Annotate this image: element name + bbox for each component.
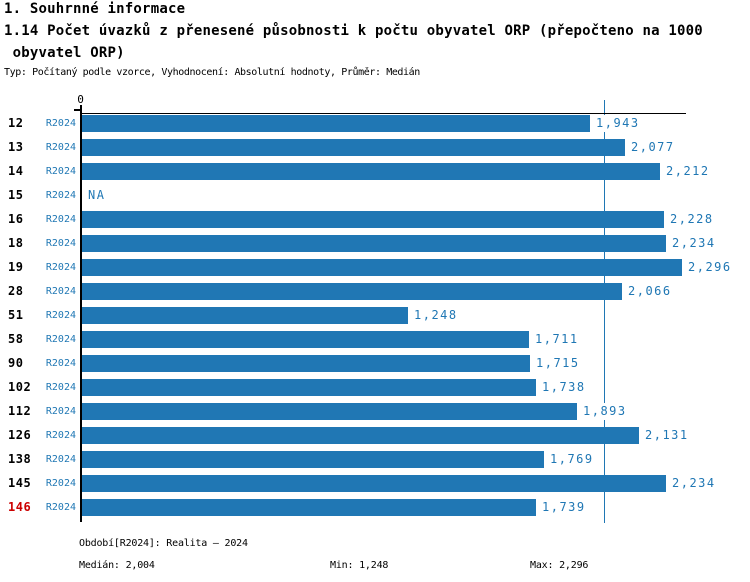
category-label: 12 <box>8 116 24 130</box>
table-row: 126 R2024 2,131 <box>0 427 750 444</box>
value-label: NA <box>86 187 108 204</box>
category-label: 102 <box>8 380 32 394</box>
value-label: 1,943 <box>594 115 642 132</box>
value-label: 2,066 <box>626 283 674 300</box>
bar <box>82 163 660 180</box>
bar <box>82 283 622 300</box>
chart-rows: 12 R2024 1,943 13 R2024 2,077 14 R2024 2,212 15 R2… <box>0 115 750 525</box>
bar <box>82 355 530 372</box>
x-axis-line <box>80 113 686 114</box>
median-line <box>604 100 605 523</box>
series-label: R2024 <box>45 382 76 393</box>
bar <box>82 211 664 228</box>
series-label: R2024 <box>45 142 76 153</box>
bar <box>82 139 625 156</box>
footer-period: Období[R2024]: Realita – 2024 <box>79 538 248 549</box>
value-label: 2,212 <box>664 163 712 180</box>
chart-subtitle-line1: 1.14 Počet úvazků z přenesené působnosti… <box>4 23 703 39</box>
table-row: 90 R2024 1,715 <box>0 355 750 372</box>
series-label: R2024 <box>45 358 76 369</box>
footer-median: Medián: 2,004 <box>79 560 155 571</box>
series-label: R2024 <box>45 310 76 321</box>
table-row: 102 R2024 1,738 <box>0 379 750 396</box>
series-label: R2024 <box>45 286 76 297</box>
table-row: 15 R2024 NA <box>0 187 750 204</box>
category-label: 138 <box>8 452 32 466</box>
table-row: 16 R2024 2,228 <box>0 211 750 228</box>
bar <box>82 427 639 444</box>
category-label: 18 <box>8 236 24 250</box>
value-label: 2,228 <box>668 211 716 228</box>
y-axis-line <box>80 105 82 522</box>
category-label: 145 <box>8 476 32 490</box>
value-label: 1,711 <box>533 331 581 348</box>
bar <box>82 451 544 468</box>
series-label: R2024 <box>45 262 76 273</box>
series-label: R2024 <box>45 118 76 129</box>
series-label: R2024 <box>45 238 76 249</box>
footer-min: Min: 1,248 <box>330 560 389 571</box>
table-row: 13 R2024 2,077 <box>0 139 750 156</box>
category-label: 19 <box>8 260 24 274</box>
table-row: 112 R2024 1,893 <box>0 403 750 420</box>
x-axis-zero-tick <box>74 109 80 111</box>
value-label: 1,248 <box>412 307 460 324</box>
chart-meta: Typ: Počítaný podle vzorce, Vyhodnocení:… <box>4 67 420 78</box>
bar <box>82 259 682 276</box>
value-label: 1,715 <box>534 355 582 372</box>
value-label: 1,738 <box>540 379 588 396</box>
series-label: R2024 <box>45 190 76 201</box>
value-label: 2,077 <box>629 139 677 156</box>
table-row: 146 R2024 1,739 <box>0 499 750 516</box>
category-label: 90 <box>8 356 24 370</box>
bar <box>82 307 408 324</box>
bar <box>82 475 666 492</box>
table-row: 138 R2024 1,769 <box>0 451 750 468</box>
x-axis-zero-tick-label: 0 <box>77 93 84 106</box>
category-label: 112 <box>8 404 32 418</box>
category-label: 58 <box>8 332 24 346</box>
series-label: R2024 <box>45 454 76 465</box>
category-label: 16 <box>8 212 24 226</box>
series-label: R2024 <box>45 478 76 489</box>
bar <box>82 379 536 396</box>
value-label: 2,131 <box>643 427 691 444</box>
series-label: R2024 <box>45 334 76 345</box>
series-label: R2024 <box>45 430 76 441</box>
category-label: 13 <box>8 140 24 154</box>
series-label: R2024 <box>45 502 76 513</box>
bar <box>82 331 529 348</box>
chart-subtitle-line2: obyvatel ORP) <box>4 45 125 61</box>
series-label: R2024 <box>45 214 76 225</box>
value-label: 2,234 <box>670 475 718 492</box>
table-row: 19 R2024 2,296 <box>0 259 750 276</box>
table-row: 12 R2024 1,943 <box>0 115 750 132</box>
series-label: R2024 <box>45 166 76 177</box>
bar <box>82 403 577 420</box>
bar <box>82 499 536 516</box>
bar <box>82 235 666 252</box>
value-label: 2,296 <box>686 259 734 276</box>
category-label: 28 <box>8 284 24 298</box>
value-label: 1,893 <box>581 403 629 420</box>
category-label: 126 <box>8 428 32 442</box>
category-label: 51 <box>8 308 24 322</box>
category-label: 15 <box>8 188 24 202</box>
value-label: 1,769 <box>548 451 596 468</box>
table-row: 58 R2024 1,711 <box>0 331 750 348</box>
series-label: R2024 <box>45 406 76 417</box>
table-row: 51 R2024 1,248 <box>0 307 750 324</box>
page-title: 1. Souhrnné informace <box>4 1 186 17</box>
category-label: 14 <box>8 164 24 178</box>
value-label: 1,739 <box>540 499 588 516</box>
table-row: 14 R2024 2,212 <box>0 163 750 180</box>
footer-max: Max: 2,296 <box>530 560 589 571</box>
value-label: 2,234 <box>670 235 718 252</box>
table-row: 18 R2024 2,234 <box>0 235 750 252</box>
table-row: 28 R2024 2,066 <box>0 283 750 300</box>
bar <box>82 115 590 132</box>
category-label: 146 <box>8 500 32 514</box>
table-row: 145 R2024 2,234 <box>0 475 750 492</box>
